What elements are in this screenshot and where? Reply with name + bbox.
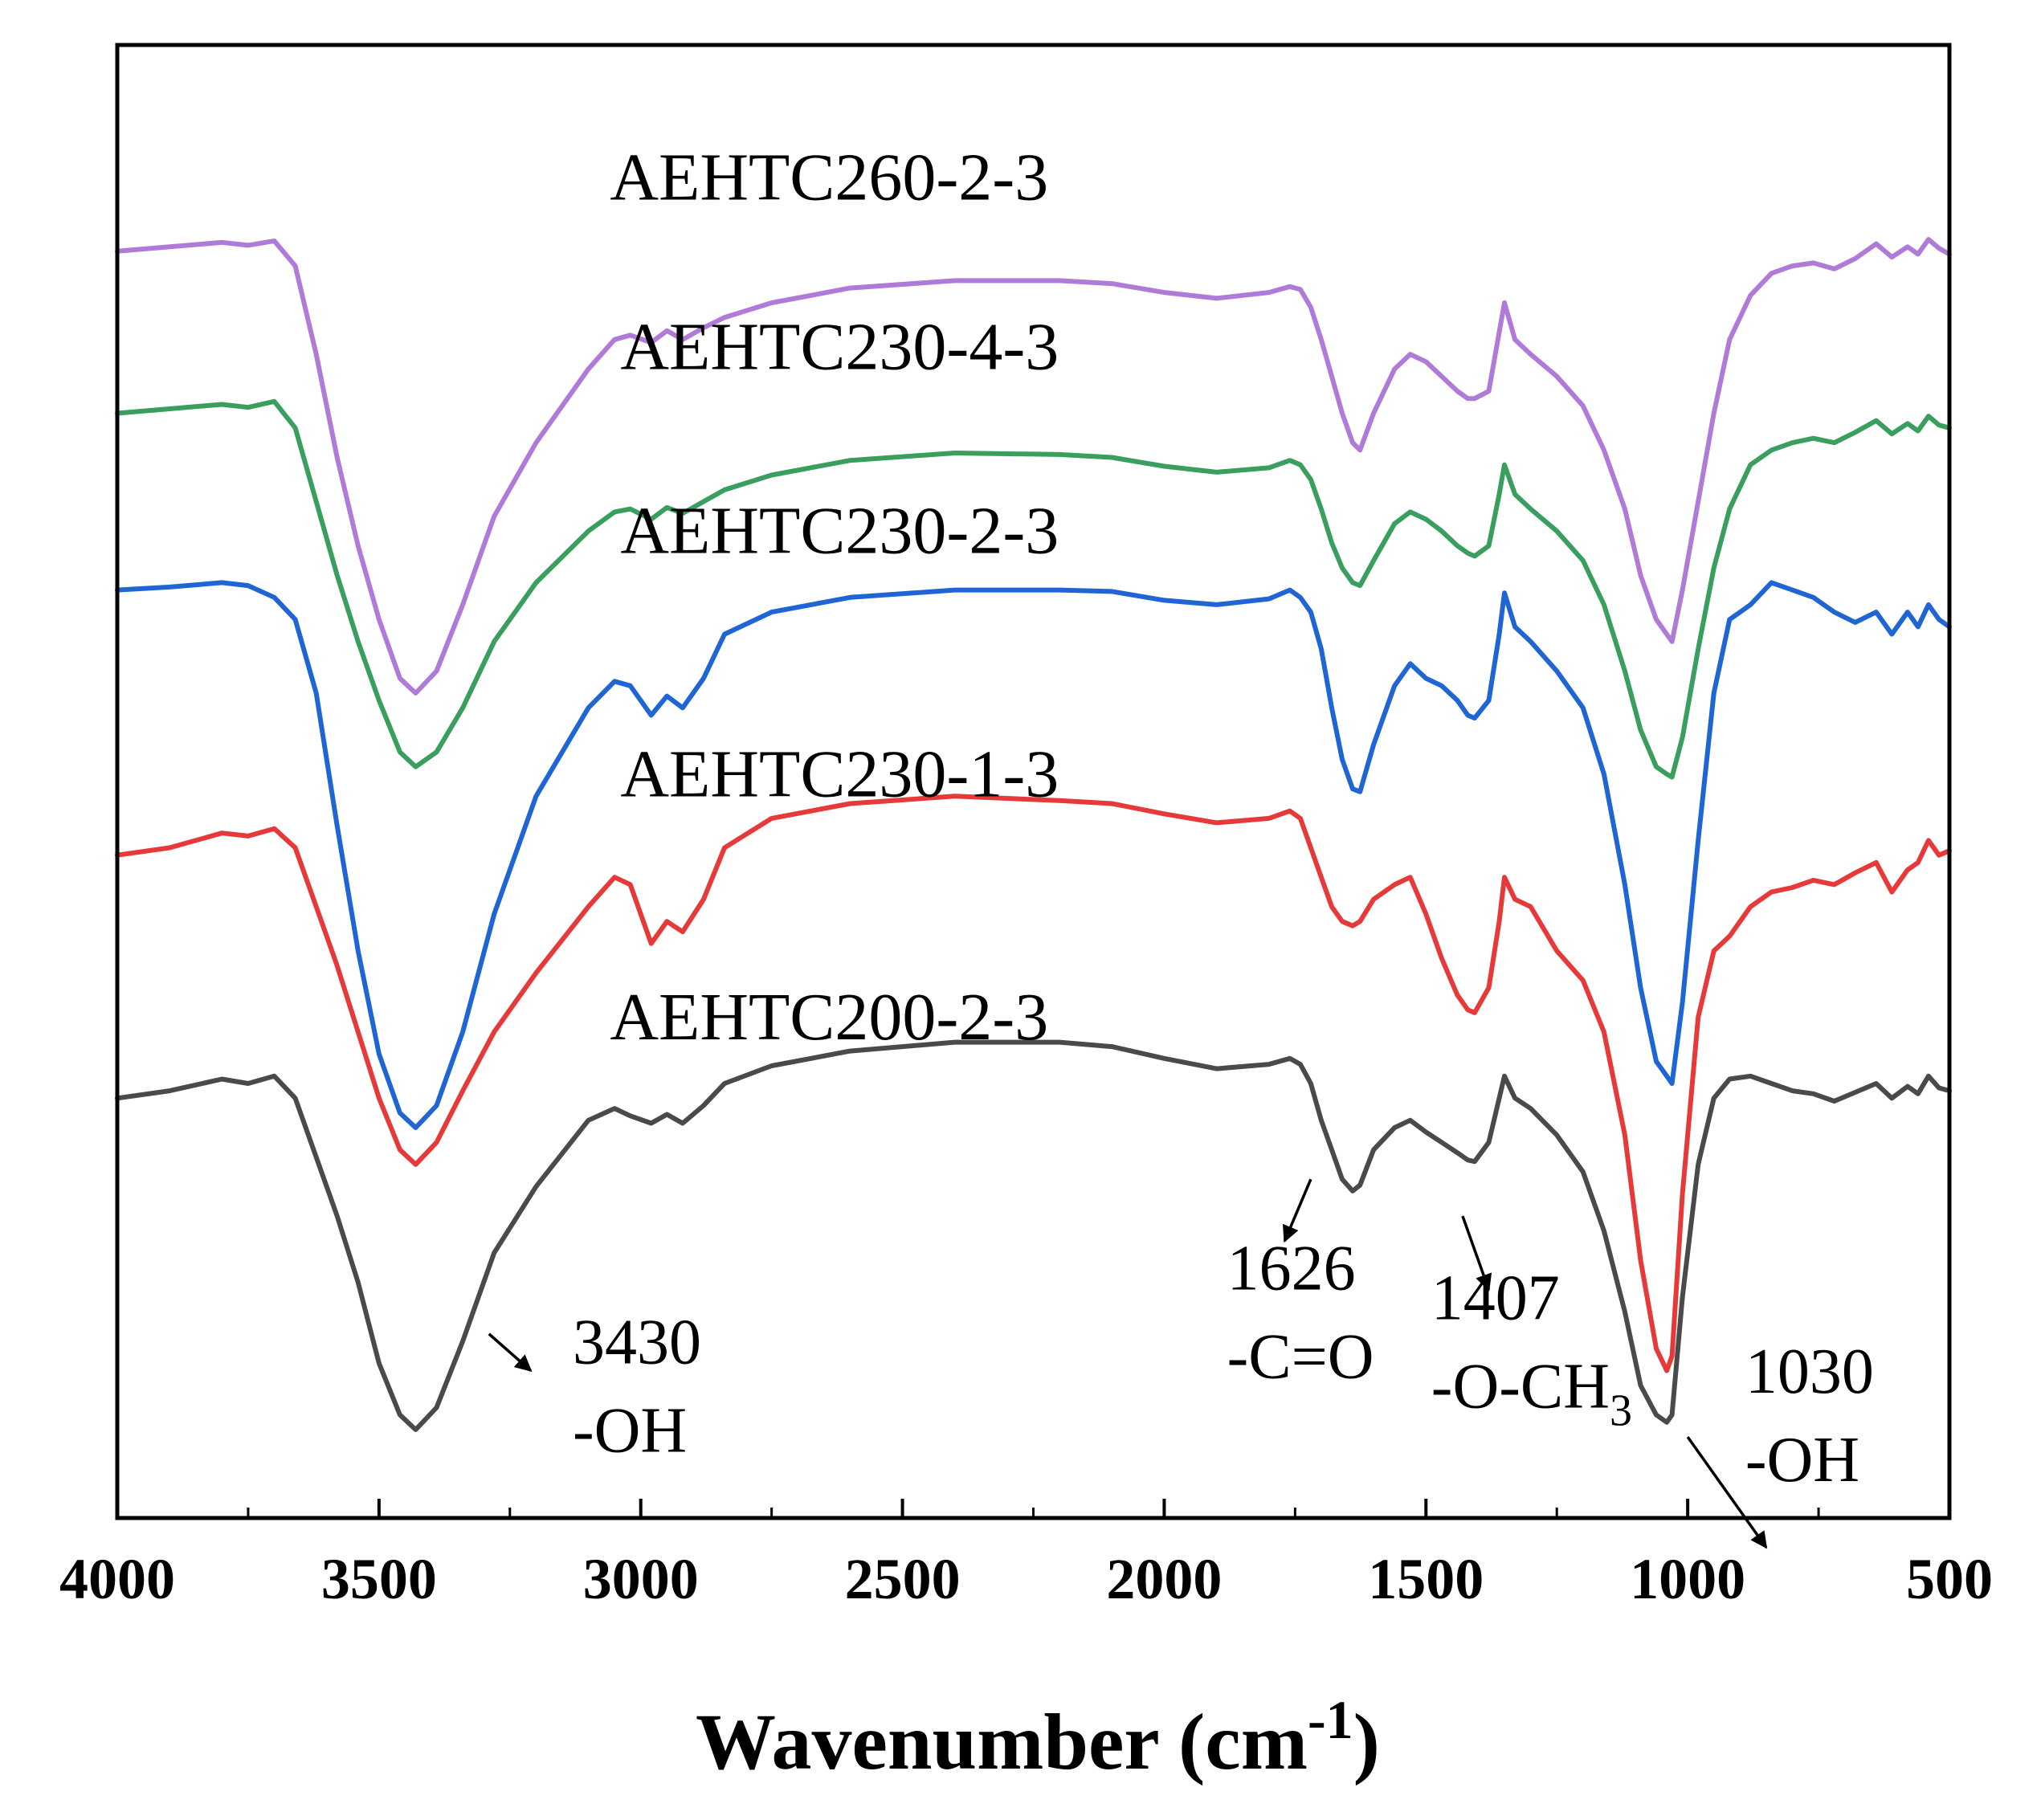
series-label-aehtc260-2-3: AEHTC260-2-3 (610, 141, 1048, 215)
annotation-peak-1626: 1626 (1227, 1234, 1356, 1304)
annotation-group-1626: -C=O (1227, 1322, 1374, 1393)
x-tick-label-4000: 4000 (59, 1547, 175, 1611)
x-tick-label-3500: 3500 (321, 1547, 437, 1611)
x-axis-title-superscript: -1 (1308, 1689, 1353, 1750)
x-tick-label-3000: 3000 (583, 1547, 699, 1611)
x-tick-label-500: 500 (1906, 1547, 1993, 1611)
x-tick-label-2000: 2000 (1106, 1547, 1222, 1611)
series-label-aehtc230-2-3: AEHTC230-2-3 (620, 494, 1059, 569)
annotation-peak-1407: 1407 (1431, 1263, 1560, 1333)
annotation-arrow-3430 (488, 1332, 533, 1372)
annotation-group-1407: -O-CH3 (1431, 1351, 1632, 1435)
annotation-arrow-1626 (1283, 1178, 1312, 1243)
series-line-aehtc230-1-3 (115, 794, 1952, 1373)
series-labels-group: AEHTC260-2-3 AEHTC230-4-3 AEHTC230-2-3 AEHT… (610, 141, 1059, 1055)
annotation-group-3430: -OH (573, 1395, 687, 1466)
annotation-group-1030: -OH (1745, 1425, 1859, 1496)
x-tick-label-2500: 2500 (845, 1547, 961, 1611)
annotation-peak-3430: 3430 (573, 1307, 701, 1377)
annotation-arrow-1030 (1686, 1436, 1768, 1549)
series-line-aehtc260-2-3 (115, 237, 1952, 696)
x-axis-ticks: 4000 3500 3000 2500 2000 1500 1000 500 (59, 1499, 1993, 1611)
annotations-group: 3430 -OH 1626 -C=O 1407 -O-CH3 1030 -OH (488, 1178, 1874, 1549)
x-axis-title-main: Wavenumber (cm (696, 1697, 1308, 1786)
series-line-aehtc200-2-3 (115, 1039, 1952, 1432)
annotation-arrow-1407 (1461, 1215, 1492, 1292)
annotation-group-subscript-1407: 3 (1610, 1385, 1632, 1435)
x-tick-label-1000: 1000 (1630, 1547, 1745, 1611)
series-label-aehtc230-1-3: AEHTC230-1-3 (620, 737, 1059, 811)
x-axis-title: Wavenumber (cm-1) (696, 1689, 1380, 1786)
x-tick-label-1500: 1500 (1368, 1547, 1484, 1611)
series-label-aehtc230-4-3: AEHTC230-4-3 (620, 309, 1059, 384)
series-line-aehtc230-2-3 (115, 580, 1952, 1130)
series-label-aehtc200-2-3: AEHTC200-2-3 (610, 980, 1048, 1055)
series-line-aehtc230-4-3 (115, 398, 1952, 780)
x-axis-title-close: ) (1353, 1697, 1380, 1786)
annotation-peak-1030: 1030 (1745, 1336, 1874, 1407)
